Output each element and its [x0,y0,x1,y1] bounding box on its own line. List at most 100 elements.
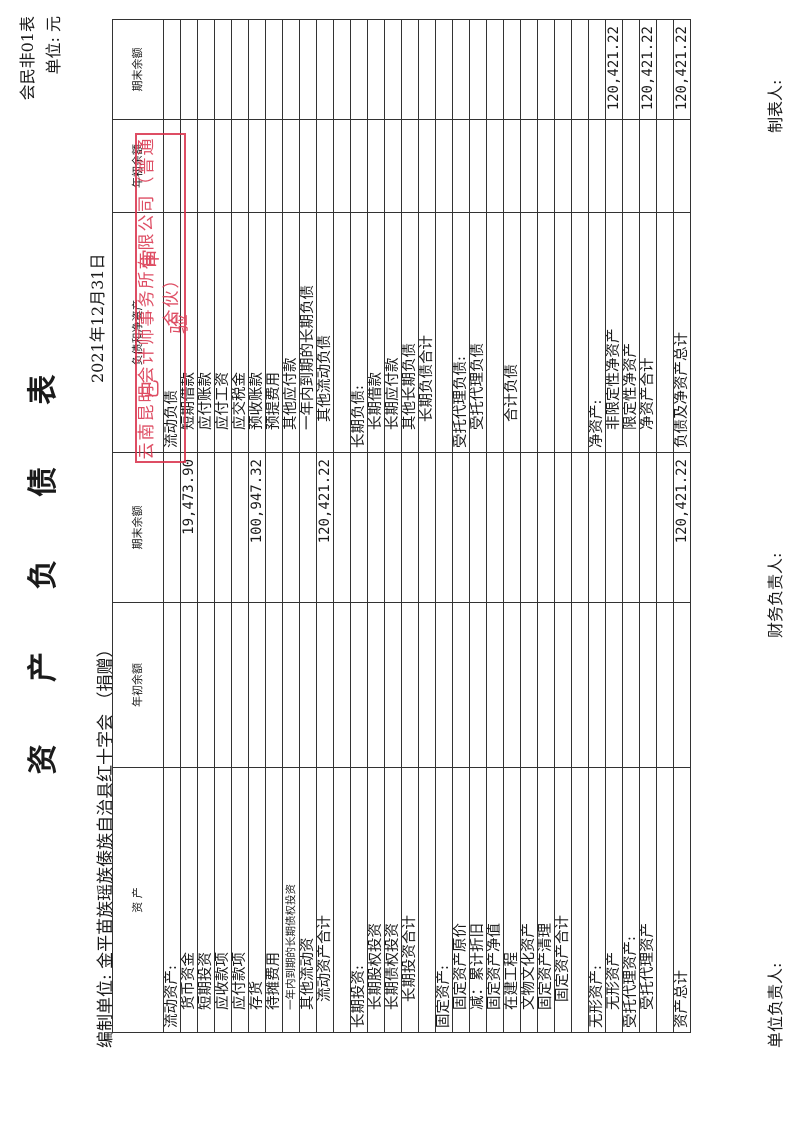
asset-closing-cell: 120,421.22 [673,452,691,603]
liability-name-cell: 一年内到期的长期负债 [299,212,317,453]
liability-closing-cell [231,19,249,120]
asset-name-cell: 减：累计折旧 [469,767,487,1033]
table-row: 资产总计 120,421.22 负债及净资产总计 120,421.22 [673,19,691,1033]
audit-stamp: 已 审 验 云南昆明会计师事务所有限公司（普通合伙） [135,133,191,463]
table-row: 在建工程 合计负债 [503,19,521,1033]
asset-name-cell: 长期股权投资 [367,767,385,1033]
asset-closing-cell [554,452,572,603]
liability-name-cell [520,212,538,453]
table-row [571,19,589,1033]
asset-closing-cell [231,452,249,603]
liability-closing-cell [452,19,470,120]
liability-opening-cell [571,119,589,213]
currency-unit: 单位: 元 [44,16,63,75]
liability-opening-cell [486,119,504,213]
asset-name-cell: 固定资产原价 [452,767,470,1033]
asset-closing-cell [163,452,181,603]
asset-closing-cell [639,452,657,603]
liability-closing-cell [435,19,453,120]
liability-name-cell [435,212,453,453]
liability-closing-cell: 120,421.22 [673,19,691,120]
liability-name-cell [537,212,555,453]
asset-opening-cell [520,602,538,768]
asset-name-cell: 固定资产合计 [554,767,572,1033]
liability-name-cell: 长期负债: [350,212,368,453]
asset-opening-cell [418,602,436,768]
liability-name-cell: 限定性净资产 [622,212,640,453]
asset-opening-cell [367,602,385,768]
liability-opening-cell [214,119,232,213]
asset-name-cell: 流动资产: [163,767,181,1033]
liability-closing-cell [537,19,555,120]
asset-name-cell: 短期投资 [197,767,215,1033]
table-row: 受托代理资产: 限定性净资产 [622,19,640,1033]
liability-closing-cell [503,19,521,120]
table-row: 固定资产合计 [554,19,572,1033]
table-row: 减：累计折旧 受托代理负债 [469,19,487,1033]
liability-name-cell: 长期借款 [367,212,385,453]
asset-name-cell: 无形资产 [605,767,623,1033]
table-row [333,19,351,1033]
table-row: 受托代理资产 净资产合计 120,421.22 [639,19,657,1033]
table-row: 一年内到期的长期债权投资 其他应付款 [282,19,300,1033]
asset-opening-cell [180,602,198,768]
liability-opening-cell [656,119,674,213]
liability-closing-cell [622,19,640,120]
asset-opening-cell [656,602,674,768]
asset-opening-cell [537,602,555,768]
liability-opening-cell [435,119,453,213]
asset-name-cell: 无形资产: [588,767,606,1033]
liability-opening-cell [622,119,640,213]
liability-name-cell: 预收账款 [248,212,266,453]
asset-closing-cell [299,452,317,603]
asset-closing-cell [401,452,419,603]
liability-name-cell: 受托代理负债 [469,212,487,453]
table-row: 固定资产: [435,19,453,1033]
liability-closing-cell: 120,421.22 [639,19,657,120]
asset-opening-cell [350,602,368,768]
document-title: 资 产 负 债 表 [26,348,61,775]
asset-opening-cell [282,602,300,768]
asset-closing-cell [350,452,368,603]
table-row: 流动资产合计 120,421.22 其他流动负债 [316,19,334,1033]
table-row: 应收款项 应付工资 [214,19,232,1033]
liability-opening-cell [299,119,317,213]
asset-closing-cell [418,452,436,603]
asset-name-cell: 文物文化资产 [520,767,538,1033]
asset-name-cell [333,767,351,1033]
table-row: 固定资产净值 [486,19,504,1033]
liability-opening-cell [350,119,368,213]
liability-closing-cell [214,19,232,120]
table-row: 其他流动资 一年内到期的长期负债 [299,19,317,1033]
asset-opening-cell [605,602,623,768]
asset-closing-cell: 120,421.22 [316,452,334,603]
liability-opening-cell [469,119,487,213]
asset-opening-cell [588,602,606,768]
asset-opening-cell [299,602,317,768]
table-row: 长期投资合计 其他长期负债 [401,19,419,1033]
liability-name-cell: 负债及净资产总计 [673,212,691,453]
balance-sheet-table: 资 产 年初余额 期末余额 负债和净资产 年初余额 期末余额 流动资产: 流动负债… [112,19,691,1033]
liability-name-cell: 净资产: [588,212,606,453]
liability-closing-cell [367,19,385,120]
liability-name-cell [656,212,674,453]
asset-opening-cell [639,602,657,768]
liability-opening-cell [265,119,283,213]
asset-closing-cell [469,452,487,603]
asset-opening-cell [248,602,266,768]
liability-name-cell: 其他长期负债 [401,212,419,453]
liability-closing-cell [197,19,215,120]
liability-opening-cell [520,119,538,213]
liability-closing-cell [180,19,198,120]
col-header-closing: 期末余额 [112,19,164,120]
preparer-signature: 制表人: [766,79,785,133]
liability-name-cell: 长期应付款 [384,212,402,453]
liability-opening-cell [452,119,470,213]
liability-closing-cell [588,19,606,120]
asset-opening-cell [486,602,504,768]
asset-name-cell: 固定资产清理 [537,767,555,1033]
asset-name-cell: 长期债权投资 [384,767,402,1033]
table-row: 待摊费用 预提费用 [265,19,283,1033]
asset-name-cell: 资产总计 [673,767,691,1033]
